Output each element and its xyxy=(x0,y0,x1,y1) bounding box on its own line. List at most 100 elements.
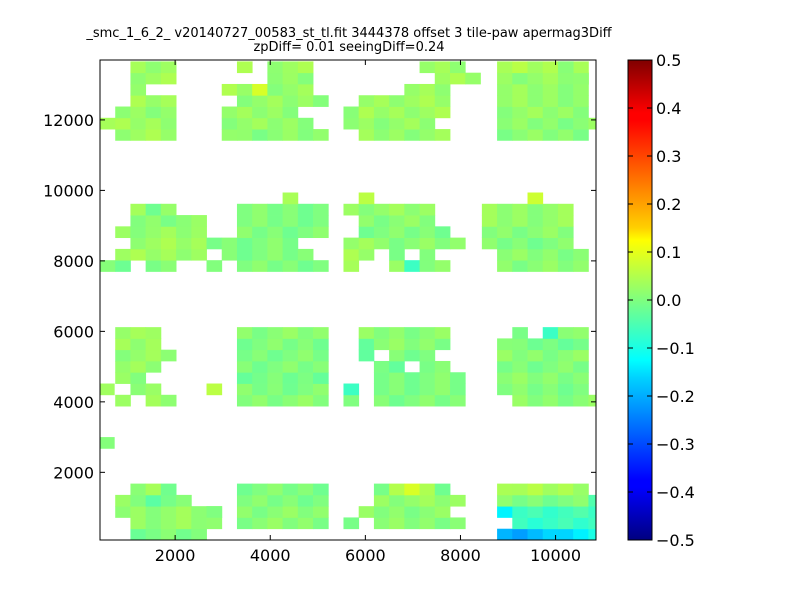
heatmap-cell xyxy=(297,349,314,362)
heatmap-cell xyxy=(313,338,329,351)
heatmap-cell xyxy=(221,248,238,261)
heatmap-cell xyxy=(206,506,223,518)
heatmap-cell xyxy=(389,260,405,272)
heatmap-cell xyxy=(527,106,544,119)
heatmap-cell xyxy=(497,95,513,107)
heatmap-cell xyxy=(450,383,466,396)
heatmap-cell xyxy=(434,106,451,119)
heatmap-cell xyxy=(573,61,589,74)
heatmap-cell xyxy=(419,372,436,384)
heatmap-cell xyxy=(373,226,390,239)
heatmap-cell xyxy=(343,517,360,530)
heatmap-cell xyxy=(527,83,544,96)
heatmap-cell xyxy=(313,95,329,107)
heatmap-cell xyxy=(419,327,436,339)
heatmap-cell xyxy=(100,383,115,396)
heatmap-cell xyxy=(145,248,162,261)
heatmap-cell xyxy=(313,383,329,396)
heatmap-cell xyxy=(160,203,177,216)
heatmap-cell xyxy=(557,349,574,362)
heatmap-cell xyxy=(236,349,253,362)
heatmap-cell xyxy=(130,517,147,530)
heatmap-cell xyxy=(115,338,131,351)
heatmap-cell xyxy=(176,494,192,507)
heatmap-cell xyxy=(588,494,597,507)
heatmap-cell xyxy=(404,327,420,339)
heatmap-cell xyxy=(389,494,405,507)
heatmap-cell xyxy=(497,483,513,496)
heatmap-cell xyxy=(236,248,253,261)
heatmap-cell xyxy=(160,483,177,496)
heatmap-cell xyxy=(221,83,238,96)
heatmap-cell xyxy=(373,327,390,339)
heatmap-cell xyxy=(252,394,268,407)
heatmap-cell xyxy=(450,72,466,85)
heatmap-cell xyxy=(450,394,466,407)
heatmap-cell xyxy=(282,95,299,107)
heatmap-cell xyxy=(160,215,177,227)
heatmap-cell xyxy=(404,338,420,351)
heatmap-cell xyxy=(252,95,268,107)
heatmap-cell xyxy=(542,338,559,351)
heatmap-cell xyxy=(358,338,375,351)
heatmap-cell xyxy=(282,192,299,205)
heatmap-cell xyxy=(497,72,513,85)
heatmap-cell xyxy=(497,494,513,507)
chart-title-line2: zpDiff= 0.01 seeingDiff=0.24 xyxy=(253,40,445,55)
heatmap-cell xyxy=(419,237,436,250)
heatmap-cell xyxy=(267,394,284,407)
heatmap-cell xyxy=(145,349,162,362)
heatmap-cell xyxy=(130,483,147,496)
heatmap-cell xyxy=(434,72,451,85)
heatmap-cell xyxy=(542,517,559,530)
heatmap-cell xyxy=(434,83,451,96)
heatmap-cell xyxy=(573,506,589,518)
heatmap-cell xyxy=(343,203,360,216)
heatmap-cell xyxy=(419,117,436,130)
heatmap-cell xyxy=(267,95,284,107)
heatmap-cell xyxy=(419,506,436,518)
heatmap-cell xyxy=(527,372,544,384)
heatmap-cell xyxy=(497,61,513,74)
heatmap-cell xyxy=(252,372,268,384)
heatmap-cell xyxy=(497,383,513,396)
heatmap-cell xyxy=(145,237,162,250)
heatmap-cell xyxy=(252,494,268,507)
heatmap-cell xyxy=(297,394,314,407)
heatmap-cell xyxy=(373,394,390,407)
heatmap-cell xyxy=(313,327,329,339)
heatmap-cell xyxy=(221,129,238,141)
heatmap-cell xyxy=(297,338,314,351)
heatmap-cell xyxy=(130,83,147,96)
heatmap-cell xyxy=(282,237,299,250)
heatmap-cell xyxy=(542,528,559,541)
heatmap-cell xyxy=(267,117,284,130)
heatmap-cell xyxy=(160,61,177,74)
heatmap-cells xyxy=(100,61,597,541)
heatmap-cell xyxy=(404,117,420,130)
heatmap-cell xyxy=(512,483,528,496)
heatmap-cell xyxy=(481,203,498,216)
heatmap-cell xyxy=(343,237,360,250)
heatmap-cell xyxy=(497,215,513,227)
heatmap-cell xyxy=(434,360,451,373)
heatmap-cell xyxy=(497,506,513,518)
heatmap-cell xyxy=(191,517,207,530)
y-tick-label: 2000 xyxy=(53,463,94,482)
heatmap-cell xyxy=(497,248,513,261)
heatmap-cell xyxy=(497,203,513,216)
heatmap-cell xyxy=(297,61,314,74)
heatmap-cell xyxy=(527,129,544,141)
heatmap-cell xyxy=(358,327,375,339)
heatmap-cell xyxy=(512,528,528,541)
heatmap-cell xyxy=(419,129,436,141)
heatmap-cell xyxy=(282,360,299,373)
heatmap-cell xyxy=(497,528,513,541)
heatmap-cell xyxy=(297,327,314,339)
heatmap-cell xyxy=(434,129,451,141)
heatmap-cell xyxy=(145,260,162,272)
heatmap-cell xyxy=(358,248,375,261)
heatmap-cell xyxy=(206,237,223,250)
heatmap-cell xyxy=(497,260,513,272)
heatmap-cell xyxy=(145,383,162,396)
